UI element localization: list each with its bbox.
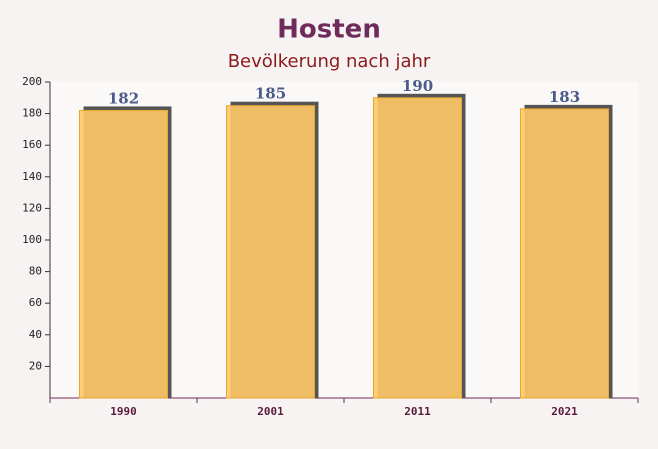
value-label: 185 (255, 85, 286, 103)
bar (79, 109, 168, 399)
y-tick-label: 40 (29, 328, 42, 341)
y-tick-label: 20 (29, 359, 42, 372)
value-label: 190 (402, 77, 433, 95)
x-tick-label: 1990 (110, 405, 137, 418)
y-tick-label: 200 (22, 75, 42, 88)
y-tick-label: 180 (22, 107, 42, 120)
chart-subtitle: Bevölkerung nach jahr (228, 51, 431, 72)
x-tick-label: 2021 (551, 405, 578, 418)
y-tick-label: 60 (29, 296, 42, 309)
y-tick-label: 120 (22, 201, 42, 214)
chart-title: Hosten (277, 15, 381, 45)
value-label: 182 (108, 89, 139, 107)
bar (373, 97, 462, 399)
y-tick-label: 160 (22, 138, 42, 151)
value-label: 183 (549, 88, 580, 106)
x-tick-label: 2001 (257, 405, 284, 418)
bar (226, 105, 315, 399)
bar (520, 108, 609, 399)
y-tick-label: 80 (29, 265, 42, 278)
y-tick-label: 140 (22, 170, 42, 183)
y-tick-label: 100 (22, 233, 42, 246)
x-tick-label: 2011 (404, 405, 431, 418)
